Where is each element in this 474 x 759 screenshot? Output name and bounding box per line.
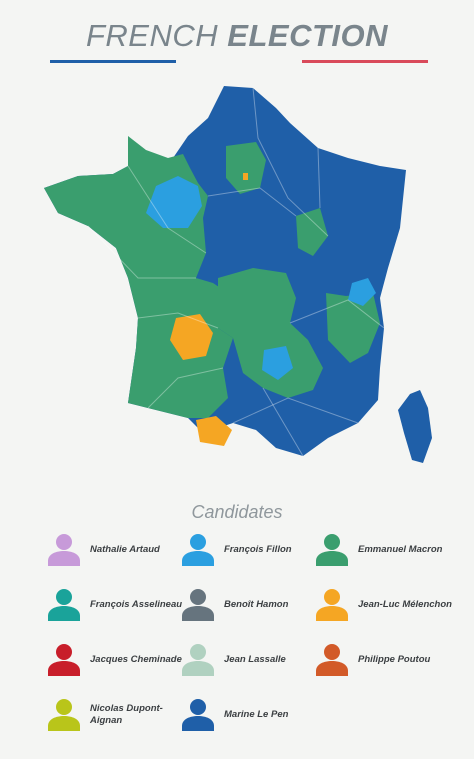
page-title: FRENCH ELECTION [0, 18, 474, 54]
map-region-east [296, 208, 328, 256]
candidate-name: Marine Le Pen [224, 709, 289, 720]
map-region-fillon-west [146, 176, 202, 228]
candidate-item: François Fillon [180, 530, 330, 570]
candidate-name: Benoît Hamon [224, 599, 289, 610]
france-map [44, 86, 432, 463]
person-icon [48, 589, 80, 621]
candidate-item: Nathalie Artaud [46, 530, 196, 570]
map-region-paris [226, 142, 266, 194]
map-region-fillon-east [348, 278, 376, 306]
candidate-name: Jacques Cheminade [90, 654, 182, 665]
map-borders [87, 87, 385, 457]
title-bold: ELECTION [227, 18, 389, 53]
title-rule-red [302, 60, 428, 63]
person-icon [316, 534, 348, 566]
candidate-item: Marine Le Pen [180, 695, 330, 735]
person-icon [48, 699, 80, 731]
candidates-heading: Candidates [191, 502, 283, 522]
title-light: FRENCH [85, 18, 219, 53]
person-icon [316, 644, 348, 676]
person-icon [182, 589, 214, 621]
person-icon [316, 589, 348, 621]
map-region-melenchon-sw [170, 314, 213, 360]
candidate-item: Jean-Luc Mélenchon [314, 585, 464, 625]
person-icon [182, 534, 214, 566]
candidate-name: Jean-Luc Mélenchon [358, 599, 452, 610]
candidate-item: François Asselineau [46, 585, 196, 625]
map-region-corsica [398, 390, 432, 463]
person-icon [182, 699, 214, 731]
candidate-name: Jean Lassalle [224, 654, 286, 665]
candidate-item: Nicolas Dupont-Aignan [46, 695, 196, 735]
title-rule-blue [50, 60, 176, 63]
candidate-name: Emmanuel Macron [358, 544, 443, 555]
map-region-melenchon-south [196, 416, 232, 446]
candidate-name: François Fillon [224, 544, 292, 555]
candidate-item: Emmanuel Macron [314, 530, 464, 570]
map-region-fillon-centre [262, 346, 293, 380]
person-icon [48, 534, 80, 566]
candidate-name: François Asselineau [90, 599, 183, 610]
candidate-name: Nicolas Dupont-Aignan [90, 703, 163, 726]
candidate-item: Benoît Hamon [180, 585, 330, 625]
map-region-alps [326, 293, 380, 363]
candidate-item: Jacques Cheminade [46, 640, 196, 680]
candidate-item: Philippe Poutou [314, 640, 464, 680]
candidate-name: Nathalie Artaud [90, 544, 160, 555]
candidate-name: Philippe Poutou [358, 654, 431, 665]
person-icon [48, 644, 80, 676]
person-icon [182, 644, 214, 676]
map-region-melenchon-paris [243, 173, 248, 180]
candidate-item: Jean Lassalle [180, 640, 330, 680]
map-region-centre [218, 268, 323, 398]
